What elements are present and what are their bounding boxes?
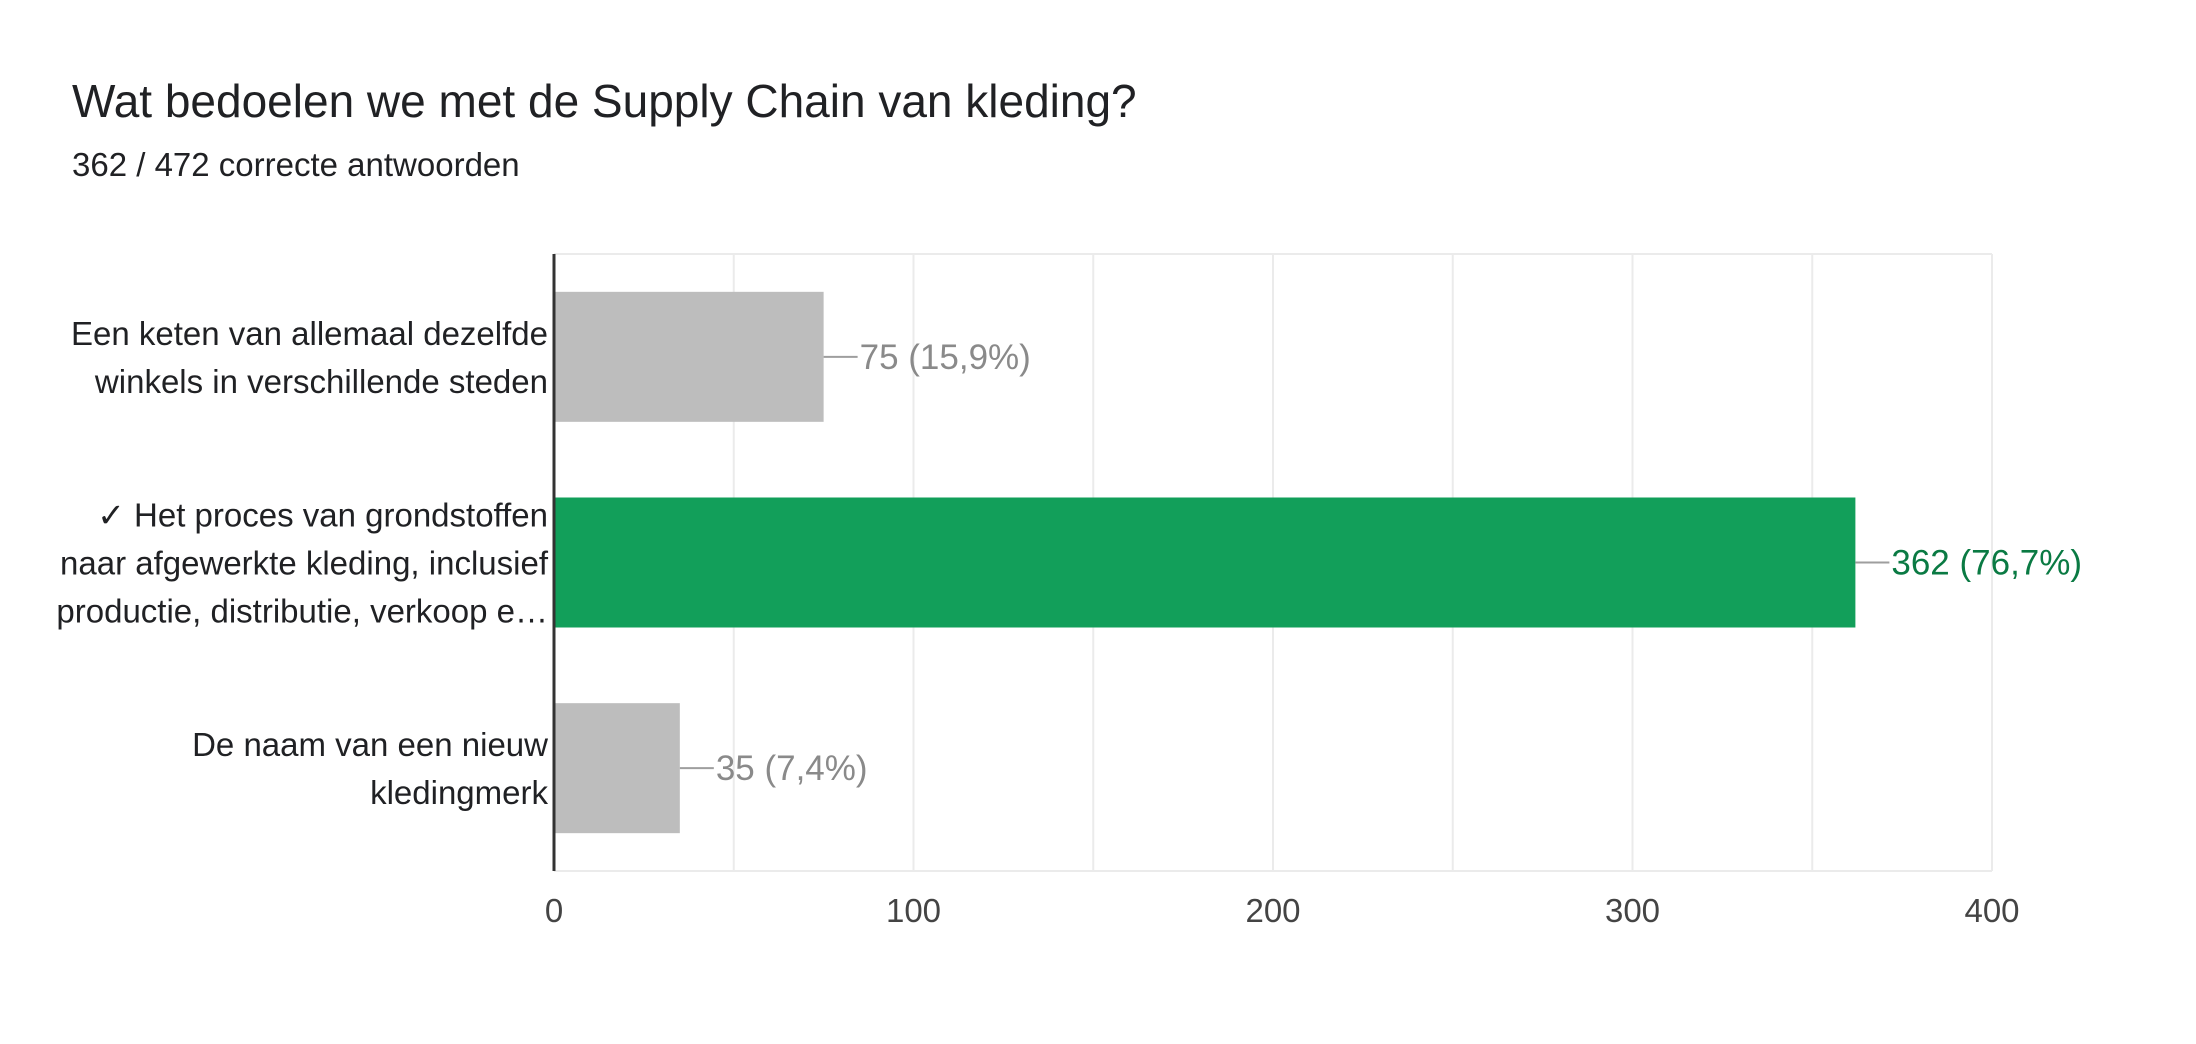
axes: 0 100 200 300 400 [545, 254, 2020, 929]
x-tick-label: 0 [545, 892, 563, 929]
bar [554, 497, 1856, 628]
category-label: Een keten van allemaal dezelfde [71, 315, 548, 352]
category-label: productie, distributie, verkoop e… [56, 593, 548, 630]
x-tick-label: 300 [1605, 892, 1660, 929]
category-label: winkels in verschillende steden [94, 363, 548, 400]
data-label: 35 (7,4%) [716, 749, 868, 788]
category-label: kledingmerk [370, 774, 548, 811]
category-label: naar afgewerkte kleding, inclusief [60, 545, 549, 582]
chart-subtitle: 362 / 472 correcte antwoorden [72, 146, 520, 183]
x-tick-label: 200 [1245, 892, 1300, 929]
bars [554, 291, 1856, 834]
bar [554, 291, 824, 422]
x-tick-label: 100 [886, 892, 941, 929]
chart-title: Wat bedoelen we met de Supply Chain van … [72, 75, 1137, 127]
data-label: 362 (76,7%) [1891, 544, 2082, 583]
bar [554, 703, 680, 834]
data-label: 75 (15,9%) [860, 338, 1031, 377]
category-label: ✓ Het proces van grondstoffen [97, 497, 548, 534]
x-tick-label: 400 [1964, 892, 2019, 929]
labels: 75 (15,9%) Een keten van allemaal dezelfd… [56, 315, 2082, 811]
category-label: De naam van een nieuw [192, 726, 548, 763]
